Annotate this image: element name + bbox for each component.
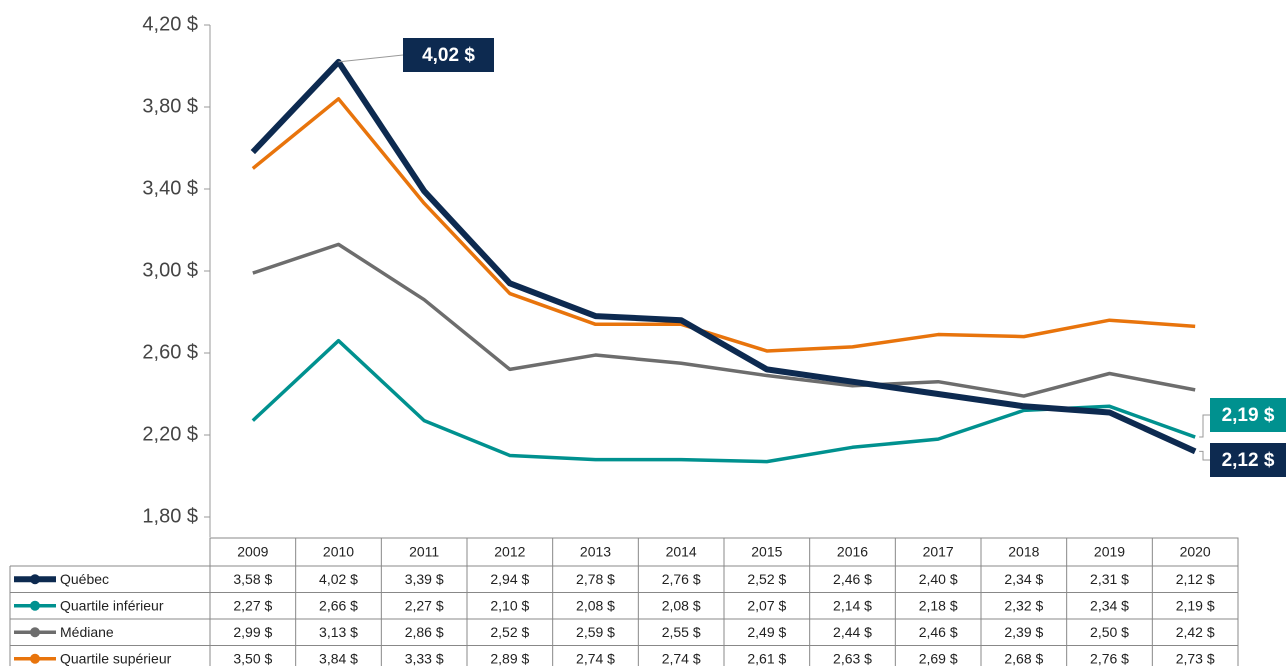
table-value: 2,10 $ [490, 597, 529, 613]
table-value: 3,84 $ [319, 650, 358, 666]
table-value: 2,63 $ [833, 650, 872, 666]
table-value: 2,76 $ [662, 571, 701, 587]
series-line [250, 58, 1197, 455]
x-tick-label: 2010 [323, 544, 354, 560]
table-value: 2,40 $ [919, 571, 958, 587]
table-value: 2,55 $ [662, 624, 701, 640]
callout-leader [338, 54, 404, 63]
x-tick-label: 2009 [237, 544, 268, 560]
table-value: 2,07 $ [747, 597, 786, 613]
table-value: 2,74 $ [662, 650, 701, 666]
table-value: 2,44 $ [833, 624, 872, 640]
y-tick-label: 4,20 $ [142, 13, 198, 35]
x-tick-label: 2014 [666, 544, 697, 560]
series-line [251, 97, 1196, 353]
table-value: 2,94 $ [490, 571, 529, 587]
legend-label: Quartile inférieur [60, 597, 164, 613]
callout-label: 4,02 $ [422, 45, 475, 66]
table-value: 2,74 $ [576, 650, 615, 666]
table-value: 2,99 $ [233, 624, 272, 640]
table-value: 3,13 $ [319, 624, 358, 640]
table-value: 2,34 $ [1004, 571, 1043, 587]
table-value: 2,78 $ [576, 571, 615, 587]
x-tick-label: 2012 [494, 544, 525, 560]
y-tick-label: 3,00 $ [142, 259, 198, 281]
y-tick-label: 2,60 $ [142, 341, 198, 363]
table-value: 3,39 $ [405, 571, 444, 587]
table-value: 2,86 $ [405, 624, 444, 640]
callout-box [403, 38, 494, 72]
callout-box [1210, 443, 1286, 477]
table-value: 3,33 $ [405, 650, 444, 666]
x-tick-label: 2020 [1180, 544, 1211, 560]
table-value: 2,46 $ [833, 571, 872, 587]
callout-leader [1199, 450, 1210, 461]
y-tick-label: 1,80 $ [142, 505, 198, 527]
table-value: 2,39 $ [1004, 624, 1043, 640]
x-tick-label: 2016 [837, 544, 868, 560]
table-value: 2,42 $ [1176, 624, 1215, 640]
table-value: 2,14 $ [833, 597, 872, 613]
table-value: 2,52 $ [747, 571, 786, 587]
x-tick-label: 2017 [923, 544, 954, 560]
legend-dot [30, 600, 40, 611]
x-tick-label: 2019 [1094, 544, 1125, 560]
callout-label: 2,12 $ [1222, 450, 1275, 471]
table-value: 2,50 $ [1090, 624, 1129, 640]
table-value: 2,34 $ [1090, 597, 1129, 613]
table-value: 2,18 $ [919, 597, 958, 613]
table-value: 2,73 $ [1176, 650, 1215, 666]
legend-dot [30, 574, 40, 585]
legend-dot [30, 627, 40, 638]
callout-label: 2,19 $ [1222, 405, 1275, 426]
table-value: 2,31 $ [1090, 571, 1129, 587]
table-value: 2,52 $ [490, 624, 529, 640]
legend-dot [30, 653, 40, 664]
table-value: 2,08 $ [662, 597, 701, 613]
table-value: 2,46 $ [919, 624, 958, 640]
y-tick-label: 3,80 $ [142, 95, 198, 117]
x-tick-label: 2013 [580, 544, 611, 560]
table-value: 2,59 $ [576, 624, 615, 640]
table-value: 4,02 $ [319, 571, 358, 587]
table-value: 2,12 $ [1176, 571, 1215, 587]
table-value: 2,19 $ [1176, 597, 1215, 613]
legend-label: Québec [60, 571, 109, 587]
y-tick-label: 2,20 $ [142, 423, 198, 445]
table-value: 3,50 $ [233, 650, 272, 666]
table-value: 2,89 $ [490, 650, 529, 666]
table-value: 2,69 $ [919, 650, 958, 666]
x-tick-label: 2018 [1008, 544, 1039, 560]
table-value: 2,68 $ [1004, 650, 1043, 666]
y-tick-label: 3,40 $ [142, 177, 198, 199]
x-tick-label: 2015 [751, 544, 782, 560]
series-line [252, 242, 1196, 398]
table-value: 2,66 $ [319, 597, 358, 613]
table-value: 2,49 $ [747, 624, 786, 640]
callout-leader [1199, 414, 1210, 438]
x-tick-label: 2011 [409, 544, 439, 560]
table-value: 2,76 $ [1090, 650, 1129, 666]
table-value: 2,27 $ [405, 597, 444, 613]
table-value: 2,32 $ [1004, 597, 1043, 613]
series-line [251, 338, 1196, 464]
table-value: 2,61 $ [747, 650, 786, 666]
legend-label: Quartile supérieur [60, 650, 172, 666]
table-value: 2,27 $ [233, 597, 272, 613]
table-value: 3,58 $ [233, 571, 272, 587]
callout-box [1210, 398, 1286, 432]
table-value: 2,08 $ [576, 597, 615, 613]
legend-label: Médiane [60, 624, 114, 640]
